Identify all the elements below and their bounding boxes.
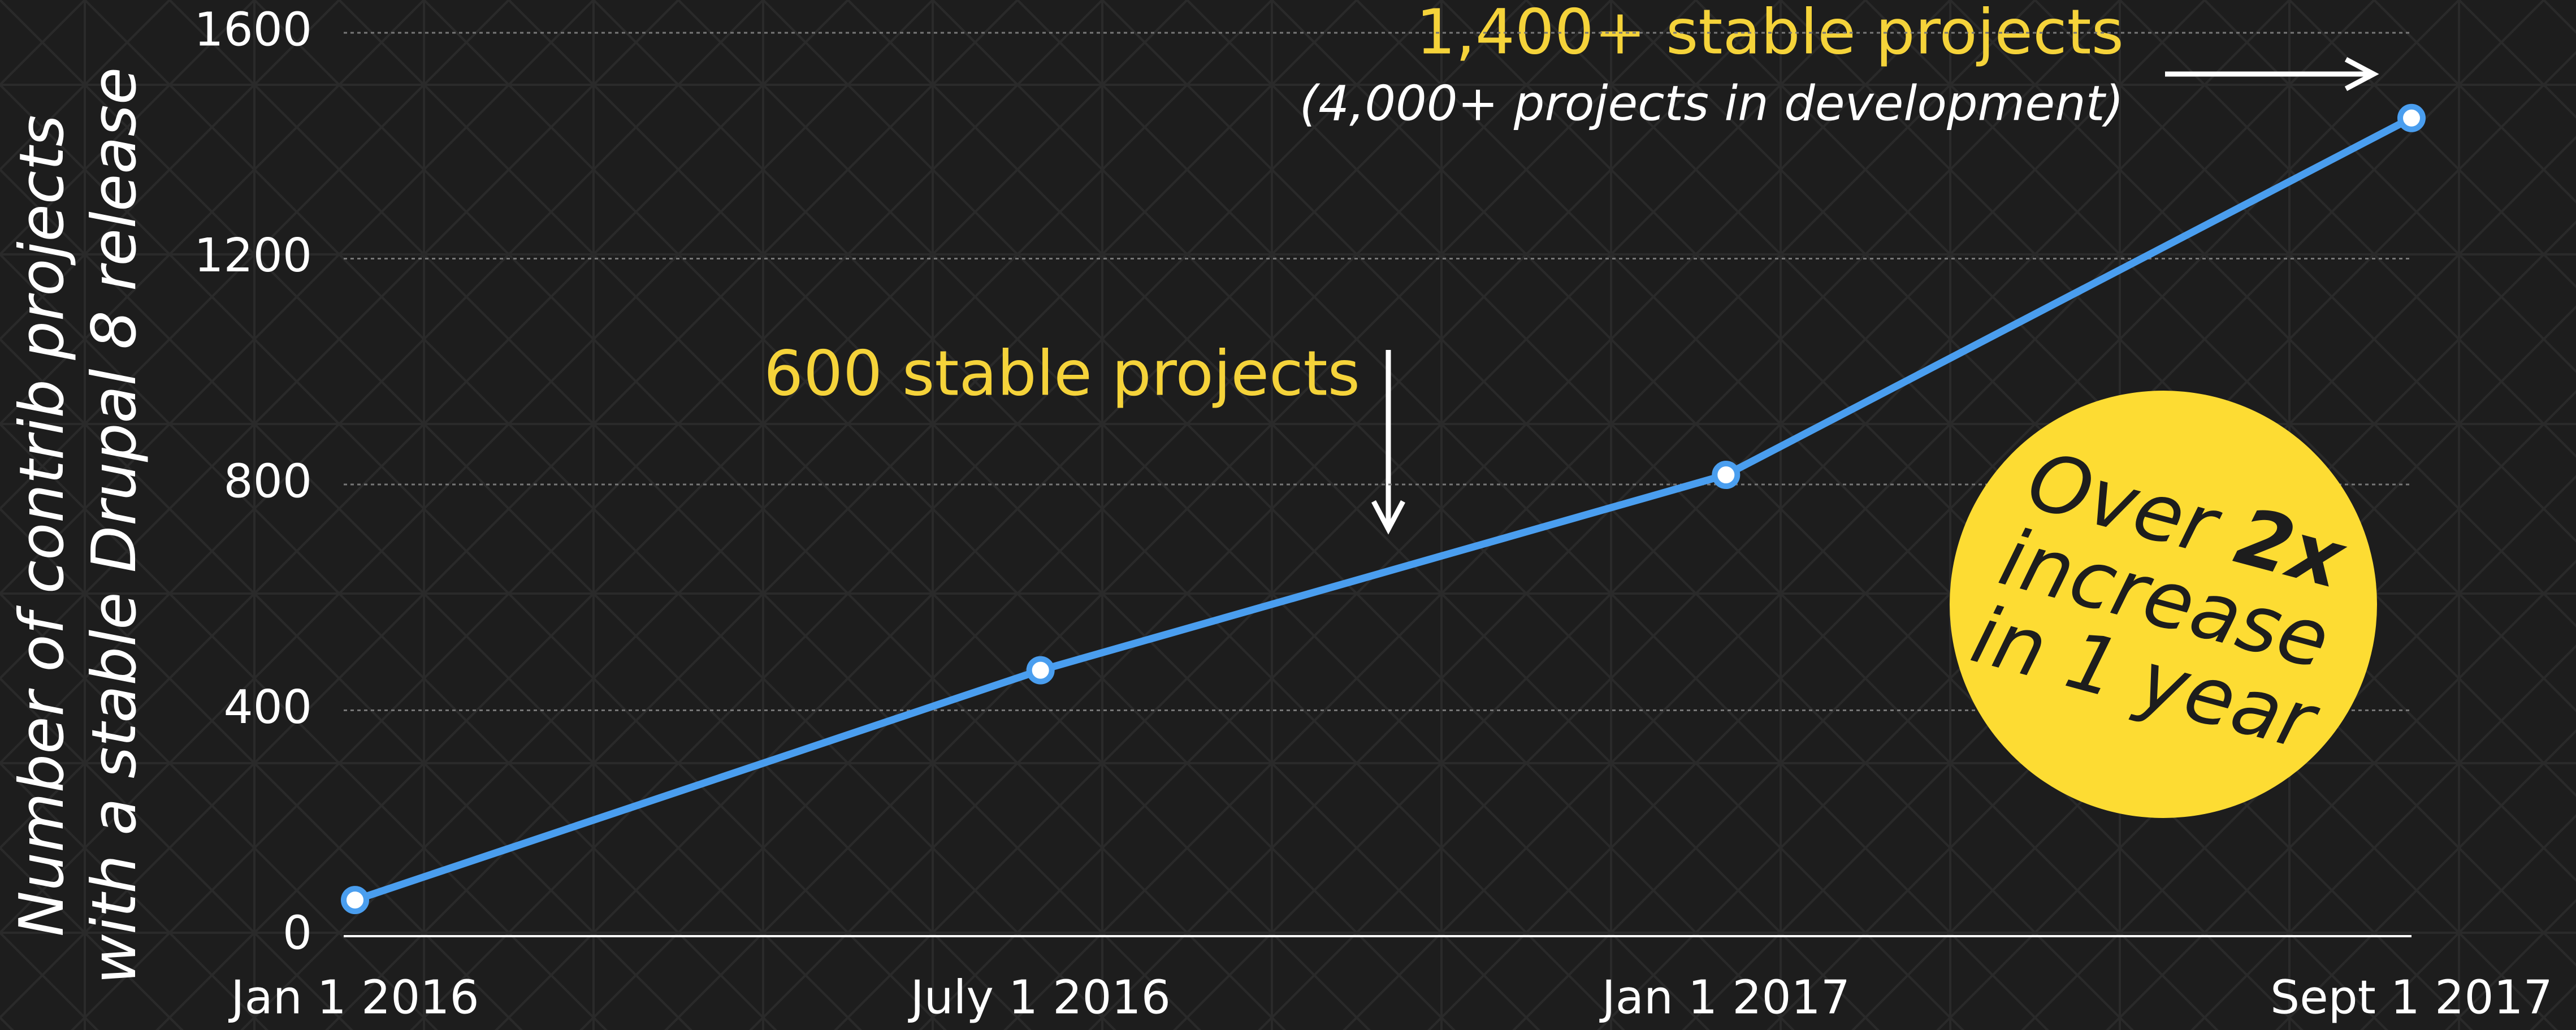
data-point — [341, 886, 369, 915]
x-tick-label: Jan 1 2017 — [1599, 971, 1850, 1024]
x-tick-label: Jan 1 2016 — [228, 971, 479, 1024]
data-point — [2397, 103, 2426, 132]
plot: 0 400 800 1200 1600 Jan 1 2016 July 1 2016 Jan … — [194, 3, 2553, 1024]
x-tick-label: July 1 2016 — [907, 971, 1170, 1024]
y-tick-label: 400 — [223, 681, 312, 734]
badge: Over 2x increase in 1 year — [1950, 391, 2377, 818]
badge-circle — [1950, 391, 2377, 818]
y-tick-label: 1200 — [194, 229, 312, 283]
arrow — [2165, 57, 2379, 91]
annotation: 1,400+ stable projects — [1416, 0, 2124, 68]
annotation: (4,000+ projects in development) — [1300, 75, 2124, 132]
data-point — [1712, 461, 1741, 490]
data-line — [353, 115, 2414, 904]
y-axis-label: Number of contrib projects with a stable… — [7, 67, 150, 984]
y-axis-label-line: with a stable Drupal 8 release — [79, 67, 150, 984]
arrow — [1371, 350, 1405, 535]
y-axis-label-line: Number of contrib projects — [7, 115, 77, 937]
y-tick-label: 800 — [223, 455, 312, 508]
y-tick-label: 0 — [283, 906, 312, 960]
x-tick-label: Sept 1 2017 — [2270, 971, 2553, 1024]
data-point — [1026, 656, 1055, 685]
y-tick-label: 1600 — [194, 3, 312, 57]
annotation: 600 stable projects — [764, 337, 1360, 409]
